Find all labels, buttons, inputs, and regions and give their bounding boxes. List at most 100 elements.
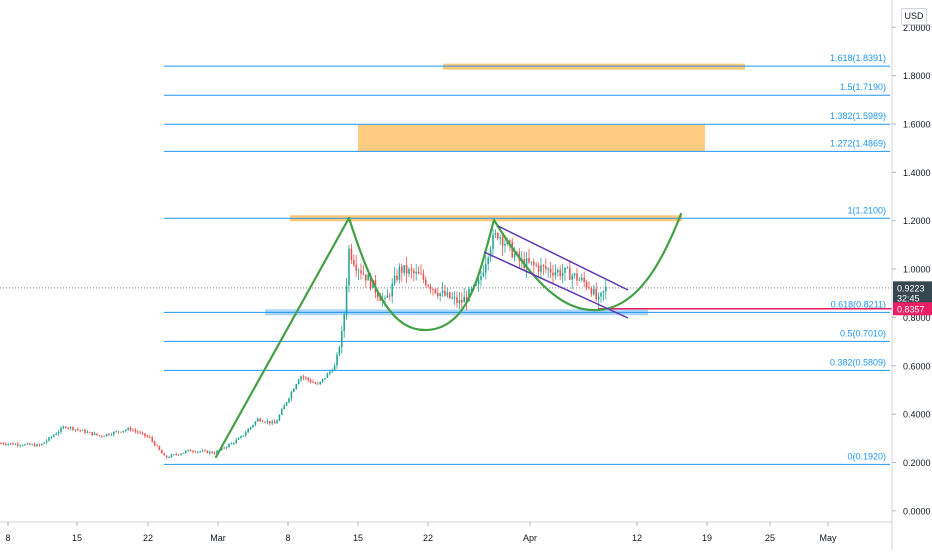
candle-body bbox=[288, 398, 290, 403]
candle-body bbox=[110, 434, 113, 436]
candle-body bbox=[333, 365, 336, 371]
candle-body bbox=[535, 264, 537, 266]
candle-body bbox=[367, 274, 369, 281]
candle-body bbox=[144, 433, 146, 437]
candle-body bbox=[127, 427, 129, 430]
candle-body bbox=[525, 258, 528, 269]
target-zones bbox=[265, 63, 745, 316]
candle-body bbox=[389, 295, 391, 297]
candle-body bbox=[91, 432, 93, 435]
candle-body bbox=[185, 451, 187, 453]
candle-body bbox=[41, 443, 43, 446]
candle-body bbox=[451, 297, 453, 299]
candle-body bbox=[86, 431, 89, 433]
candle-body bbox=[393, 275, 396, 284]
candle-body bbox=[341, 331, 343, 348]
candle-body bbox=[317, 383, 319, 385]
candle-body bbox=[396, 275, 398, 280]
candle-body bbox=[26, 443, 29, 445]
candle-body bbox=[360, 270, 362, 274]
candle-body bbox=[0, 443, 2, 444]
candle-body bbox=[576, 273, 578, 281]
candle-body bbox=[72, 427, 74, 430]
price-tag-value: 0.9223 bbox=[897, 283, 925, 293]
candle-body bbox=[50, 436, 53, 438]
candle-body bbox=[326, 373, 329, 378]
candle-body bbox=[345, 285, 348, 315]
candle-body bbox=[309, 379, 312, 383]
candle-body bbox=[369, 274, 372, 289]
candle-body bbox=[21, 445, 24, 447]
candle-body bbox=[213, 453, 216, 454]
candle-body bbox=[36, 444, 38, 447]
candle-body bbox=[17, 443, 19, 446]
candle-body bbox=[557, 270, 559, 273]
candle-body bbox=[5, 444, 7, 445]
candle-body bbox=[422, 273, 425, 280]
candle-body bbox=[499, 237, 501, 239]
fib-label: 1.5(1.7190) bbox=[840, 82, 886, 92]
candle-body bbox=[384, 298, 386, 299]
fib-label: 1(1.2100) bbox=[847, 205, 886, 215]
candle-body bbox=[242, 435, 245, 437]
candle-body bbox=[137, 431, 139, 433]
candle-body bbox=[343, 314, 345, 332]
candle-body bbox=[305, 377, 307, 379]
price-tag bbox=[893, 281, 932, 304]
candle-body bbox=[482, 272, 485, 277]
candle-body bbox=[549, 268, 552, 273]
candle-body bbox=[103, 435, 105, 437]
candle-body bbox=[31, 444, 33, 446]
candle-body bbox=[475, 284, 477, 286]
candle-body bbox=[14, 443, 17, 445]
candle-body bbox=[540, 265, 542, 272]
candle-body bbox=[233, 442, 235, 444]
candle-body bbox=[281, 409, 283, 415]
price-tag bbox=[893, 302, 932, 316]
candle-body bbox=[285, 402, 288, 406]
candle-body bbox=[456, 297, 458, 304]
candle-body bbox=[38, 444, 41, 446]
candle-body bbox=[264, 421, 266, 423]
candle-body bbox=[571, 275, 573, 280]
candle-body bbox=[545, 266, 547, 270]
candle-body bbox=[69, 427, 72, 428]
candle-body bbox=[605, 286, 607, 292]
candle-body bbox=[74, 429, 77, 431]
candle-body bbox=[566, 267, 569, 269]
candle-body bbox=[602, 291, 605, 293]
candle-body bbox=[410, 269, 413, 271]
x-tick-label: 15 bbox=[72, 533, 82, 543]
candle-body bbox=[547, 268, 549, 270]
candle-body bbox=[446, 292, 449, 296]
candle-body bbox=[101, 435, 103, 437]
candle-body bbox=[108, 433, 110, 435]
x-tick-label: 12 bbox=[632, 533, 642, 543]
candle-body bbox=[581, 277, 583, 280]
candle-body bbox=[585, 281, 588, 288]
candle-body bbox=[81, 429, 84, 431]
candle-body bbox=[45, 440, 48, 443]
candle-body bbox=[595, 288, 597, 300]
candle-body bbox=[158, 446, 161, 450]
candle-body bbox=[230, 443, 233, 445]
candle-body bbox=[437, 293, 439, 296]
candle-body bbox=[19, 445, 21, 447]
candle-body bbox=[9, 443, 12, 445]
candle-body bbox=[237, 438, 240, 440]
candle-body bbox=[134, 430, 137, 432]
y-tick-label: 0.2000 bbox=[903, 458, 931, 468]
candle-body bbox=[151, 437, 153, 442]
candle-body bbox=[206, 450, 209, 454]
price-axis: 2.0000 1.8000 1.6000 1.4000 1.2000 1.0000 0.80… bbox=[891, 0, 931, 550]
candle-body bbox=[377, 292, 379, 298]
candle-body bbox=[338, 347, 341, 355]
candle-body bbox=[290, 391, 293, 399]
candle-body bbox=[295, 384, 297, 389]
candle-body bbox=[139, 432, 141, 434]
candle-body bbox=[93, 433, 96, 435]
candle-body bbox=[96, 433, 98, 436]
candle-body bbox=[115, 431, 117, 433]
